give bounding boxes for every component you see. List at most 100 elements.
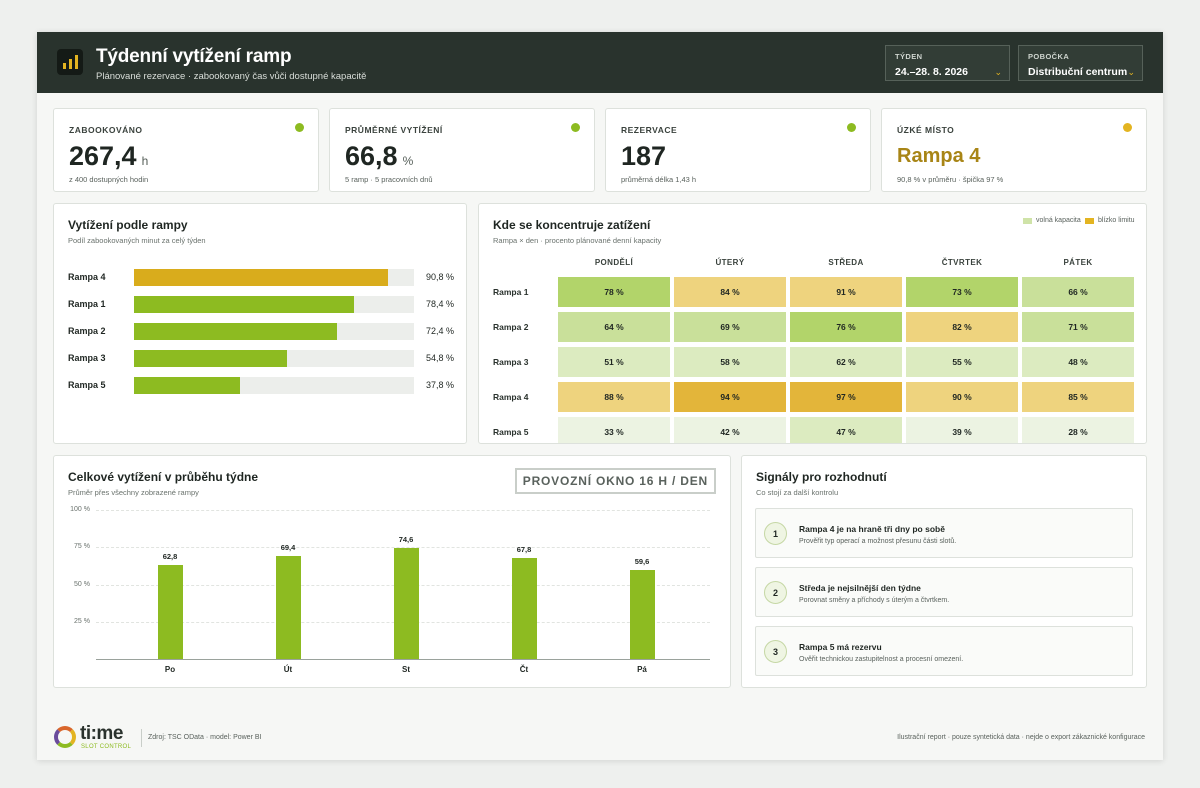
heatmap-cell: 64 % <box>558 312 670 342</box>
kpi-subtext: z 400 dostupných hodin <box>69 175 149 184</box>
x-tick-label: Čt <box>519 665 529 674</box>
x-tick-label: Pá <box>637 665 647 674</box>
signal-text: Ověřit technickou zastupitelnost a proce… <box>799 656 964 663</box>
ramp-bar-row: Rampa 3 54,8 % <box>68 350 468 368</box>
ramp-bar-row: Rampa 5 37,8 % <box>68 377 468 395</box>
kpi-value: 66,8% <box>345 141 414 171</box>
ramp-value: 72,4 % <box>426 326 455 336</box>
ramp-bar-track <box>134 323 414 340</box>
week-selector[interactable]: TÝDEN 24.–28. 8. 2026 ⌄ <box>885 45 1010 81</box>
gridline <box>96 510 710 511</box>
chevron-down-icon: ⌄ <box>994 67 1002 77</box>
ramp-bar-row: Rampa 1 78,4 % <box>68 296 468 314</box>
heatmap-cell: 48 % <box>1022 347 1134 377</box>
x-tick-label: Po <box>164 665 176 674</box>
x-tick-label: St <box>402 665 410 674</box>
page-title: Týdenní vytížení ramp <box>96 46 292 67</box>
kpi-value: 187 <box>621 141 667 171</box>
branch-selector-value: Distribuční centrum <box>1028 66 1128 78</box>
ramp-bar-fill <box>134 377 240 394</box>
chart-bar <box>393 547 419 659</box>
y-tick-label: 25 % <box>74 617 90 625</box>
decision-signals-card: Signály pro rozhodnutí Co stojí za další… <box>741 455 1147 688</box>
branch-selector-label: POBOČKA <box>1028 52 1070 61</box>
heatmap-row-label: Rampa 1 <box>493 287 529 297</box>
bar-value-label: 67,8 <box>516 544 532 554</box>
card-subtitle: Průměr přes všechny zobrazené rampy <box>68 488 199 497</box>
gridline <box>96 547 710 549</box>
heatmap-cell: 58 % <box>674 347 786 377</box>
ramp-bar-fill <box>134 350 288 367</box>
kpi-value: Rampa 4 <box>897 145 981 167</box>
ramp-bar-track <box>134 296 414 313</box>
ramp-bar-row: Rampa 4 90,8 % <box>68 269 468 287</box>
y-tick-label: 100 % <box>70 506 90 513</box>
heatmap-cell: 66 % <box>1022 277 1134 307</box>
heatmap-cell: 28 % <box>1022 417 1134 443</box>
ramp-bar-track <box>134 350 414 367</box>
bar-chart-icon <box>57 49 83 75</box>
signal-number: 2 <box>764 581 787 604</box>
card-subtitle: Rampa × den · procento plánované denní k… <box>493 236 662 245</box>
signal-text: Porovnat směny a příchody s úterým a čtv… <box>799 597 950 604</box>
heatmap-cell: 69 % <box>674 312 786 342</box>
card-title: Vytížení podle rampy <box>68 218 188 232</box>
y-tick-label: 50 % <box>74 580 90 588</box>
heatmap-row-label: Rampa 5 <box>493 427 529 437</box>
page-subtitle: Plánované rezervace · zabookovaný čas vů… <box>96 71 367 82</box>
ramp-bar-track <box>134 377 414 394</box>
heatmap-cell: 82 % <box>906 312 1018 342</box>
heatmap-cell: 85 % <box>1022 382 1134 412</box>
bar-value-label: 74,6 <box>398 534 414 544</box>
legend-item-free: volná kapacita <box>1023 217 1081 224</box>
signal-item[interactable]: 2 Středa je nejsilnější den týdne Porovnat… <box>755 567 1133 617</box>
heatmap-day-header: ÚTERÝ <box>715 258 745 267</box>
kpi-card-bottleneck: ÚZKÉ MÍSTO Rampa 4 90,8 % v průměru · šp… <box>881 108 1147 192</box>
ramp-value: 37,8 % <box>426 380 455 390</box>
signal-title: Rampa 4 je na hraně tři dny po sobě <box>799 524 945 534</box>
chart-bar <box>511 557 537 659</box>
footer-divider <box>141 729 142 747</box>
ramp-name: Rampa 4 <box>68 272 106 282</box>
signal-title: Rampa 5 má rezervu <box>799 642 882 652</box>
status-dot-icon <box>847 123 856 132</box>
heatmap-cell: 71 % <box>1022 312 1134 342</box>
legend-item-near-limit: blízko limitu <box>1085 217 1135 224</box>
card-title: Signály pro rozhodnutí <box>756 470 887 484</box>
ramp-name: Rampa 1 <box>68 299 106 309</box>
signal-item[interactable]: 1 Rampa 4 je na hraně tři dny po sobě Prov… <box>755 508 1133 558</box>
branch-selector[interactable]: POBOČKA Distribuční centrum ⌄ <box>1018 45 1143 81</box>
chevron-down-icon: ⌄ <box>1127 67 1135 77</box>
week-selector-label: TÝDEN <box>895 52 923 61</box>
kpi-label: ZABOOKOVÁNO <box>69 125 143 135</box>
heatmap-cell: 76 % <box>790 312 902 342</box>
ramp-bar-row: Rampa 2 72,4 % <box>68 323 468 341</box>
heatmap-cell: 51 % <box>558 347 670 377</box>
heatmap-cell: 42 % <box>674 417 786 443</box>
bar-value-label: 69,4 <box>280 542 296 552</box>
heatmap-cell: 78 % <box>558 277 670 307</box>
heatmap-cell: 33 % <box>558 417 670 443</box>
legend-swatch <box>1023 217 1032 224</box>
chart-bar <box>275 555 301 659</box>
ramp-bar-fill <box>134 323 337 340</box>
report-page: Týdenní vytížení ramp Plánované rezervac… <box>37 32 1163 760</box>
bar-value-label: 59,6 <box>634 557 650 567</box>
heatmap-cell: 94 % <box>674 382 786 412</box>
kpi-subtext: průměrná délka 1,43 h <box>621 175 697 184</box>
heatmap-cell: 84 % <box>674 277 786 307</box>
kpi-card-booked: ZABOOKOVÁNO 267,4 h z 400 dostupných hodi… <box>53 108 319 192</box>
signal-item[interactable]: 3 Rampa 5 má rezervu Ověřit technickou zas… <box>755 626 1133 676</box>
brand-logo: ti:me SLOT CONTROL <box>54 723 134 753</box>
heatmap-cell: 97 % <box>790 382 902 412</box>
status-dot-icon <box>295 123 304 132</box>
heatmap-cell: 39 % <box>906 417 1018 443</box>
heatmap-cell: 47 % <box>790 417 902 443</box>
footer-source: Zdroj: TSC OData · model: Power BI <box>148 734 262 741</box>
heatmap-day-header: PONDĚLÍ <box>594 258 634 267</box>
ramp-name: Rampa 5 <box>68 380 106 390</box>
ramp-utilization-card: Vytížení podle rampy Podíl zabookovaných… <box>53 203 467 444</box>
x-axis-line <box>96 659 710 660</box>
heatmap-cell: 88 % <box>558 382 670 412</box>
status-dot-icon <box>571 123 580 132</box>
